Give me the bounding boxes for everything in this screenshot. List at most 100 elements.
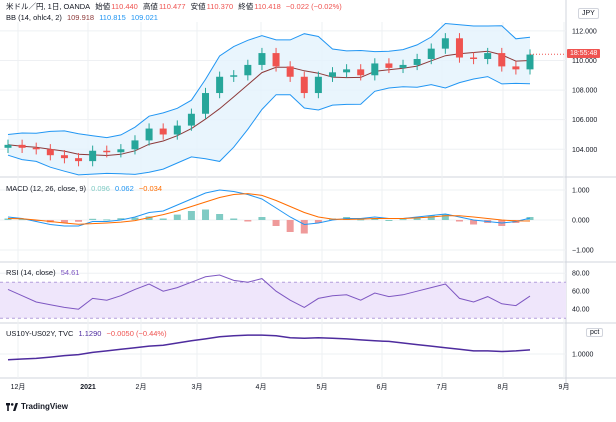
x-tick-label: 12月 [11, 383, 26, 391]
tradingview-label: TradingView [21, 402, 68, 411]
candle-body [173, 125, 181, 135]
x-tick-label: 7月 [437, 383, 448, 391]
candle-body [427, 48, 435, 59]
symbol-name: 米ドル／円, 1日, OANDA [6, 2, 91, 11]
candle-body [202, 93, 210, 114]
candle-body [18, 144, 26, 148]
macd-y-tick-label: 1.000 [572, 188, 590, 195]
close-label: 終値 [238, 2, 254, 11]
price-y-tick-label: 110.000 [572, 58, 597, 65]
candle-body [32, 147, 40, 150]
candle-body [413, 59, 421, 65]
candle-body [399, 64, 407, 68]
macd-histogram-bar [216, 214, 224, 220]
candle-body [159, 128, 167, 135]
bb-upper: 110.815 [99, 13, 126, 22]
low-label: 安値 [190, 2, 206, 11]
candle-body [75, 158, 83, 162]
macd-histogram-bar [441, 214, 449, 220]
candle-body [385, 63, 393, 68]
last-price-time-tag: 18:55:48 [567, 49, 601, 59]
x-tick-label: 9月 [559, 383, 570, 391]
bb-legend: BB (14, ohlc4, 2) 109.918 110.815 109.02… [6, 13, 161, 22]
candle-body [498, 53, 506, 67]
candle-body [103, 150, 111, 153]
macd-histogram-bar [187, 211, 195, 220]
candle-body [272, 53, 280, 67]
macd-histogram-bar [4, 218, 12, 220]
macd-y-tick-label: −1.000 [572, 248, 594, 255]
macd-histogram-bar [357, 219, 365, 221]
macd-value: 0.062 [115, 184, 134, 193]
change-value: −0.022 (−0.02%) [285, 2, 342, 11]
candle-body [526, 54, 534, 70]
macd-histogram-bar [413, 217, 421, 220]
yield-spread-panel [7, 334, 531, 361]
macd-label: MACD (12, 26, close, 9) [6, 184, 87, 193]
rsi-y-tick-label: 60.00 [572, 289, 590, 296]
candle-body [484, 53, 492, 59]
macd-histogram-bar [18, 219, 26, 221]
rsi-panel [7, 274, 531, 310]
bb-basis: 109.918 [66, 13, 95, 22]
macd-hist-value: 0.096 [91, 184, 110, 193]
candle-body [187, 113, 195, 126]
candle-body [371, 63, 379, 76]
candle-body [230, 75, 238, 77]
macd-histogram-bar [117, 218, 125, 220]
yield-y-tick-label: 1.0000 [572, 352, 594, 359]
candle-body [145, 128, 153, 141]
rsi-y-tick-label: 80.00 [572, 271, 590, 278]
candle-body [512, 66, 520, 70]
bb-band-fill [8, 23, 530, 175]
candle-body [357, 69, 365, 76]
currency-badge[interactable]: JPY [578, 8, 599, 19]
macd-histogram-bar [314, 220, 322, 223]
macd-panel [4, 189, 534, 234]
candle-body [89, 150, 97, 162]
symbol-legend: 米ドル／円, 1日, OANDA 始値110.440 高値110.477 安値1… [6, 2, 345, 11]
x-tick-label: 3月 [192, 383, 203, 391]
candle-body [470, 57, 478, 59]
macd-y-tick-label: 0.000 [572, 218, 590, 225]
macd-histogram-bar [103, 219, 111, 221]
candle-body [343, 69, 351, 73]
candle-body [258, 53, 266, 65]
bb-upper-line [7, 22, 531, 139]
macd-histogram-bar [75, 220, 83, 222]
macd-histogram-bar [202, 209, 210, 220]
x-tick-label: 6月 [377, 383, 388, 391]
macd-histogram-bar [89, 218, 97, 220]
macd-histogram-bar [399, 219, 407, 221]
candle-body [441, 38, 449, 49]
pct-badge[interactable]: pct [586, 328, 604, 337]
price-y-tick-label: 112.000 [572, 28, 597, 35]
rsi-band-layer [0, 281, 566, 319]
rsi-line [7, 274, 531, 310]
macd-signal-line [7, 193, 531, 225]
candle-body [46, 149, 54, 156]
rsi-band-fill [0, 282, 566, 319]
macd-histogram-bar [131, 217, 139, 220]
open-value: 110.440 [111, 2, 138, 11]
macd-histogram-bar [371, 218, 379, 220]
rsi-legend: RSI (14, close) 54.61 [6, 268, 82, 277]
yield-label: US10Y-US02Y, TVC [6, 329, 74, 338]
panel-frame [0, 0, 616, 387]
tradingview-logo-icon [6, 402, 18, 411]
close-value: 110.418 [254, 2, 281, 11]
candle-body [131, 140, 139, 150]
macd-histogram-bar [258, 217, 266, 220]
macd-histogram-bar [145, 216, 153, 220]
high-value: 110.477 [158, 2, 186, 11]
macd-histogram-bar [300, 220, 308, 234]
rsi-y-tick-label: 40.00 [572, 307, 590, 314]
tradingview-brand[interactable]: TradingView [6, 402, 68, 411]
macd-histogram-bar [230, 218, 238, 220]
x-tick-label: 5月 [317, 383, 328, 391]
bb-lower: 109.021 [130, 13, 158, 22]
candle-body [300, 76, 308, 94]
bb-lower-line [7, 76, 531, 176]
macd-histogram-bar [470, 220, 478, 225]
